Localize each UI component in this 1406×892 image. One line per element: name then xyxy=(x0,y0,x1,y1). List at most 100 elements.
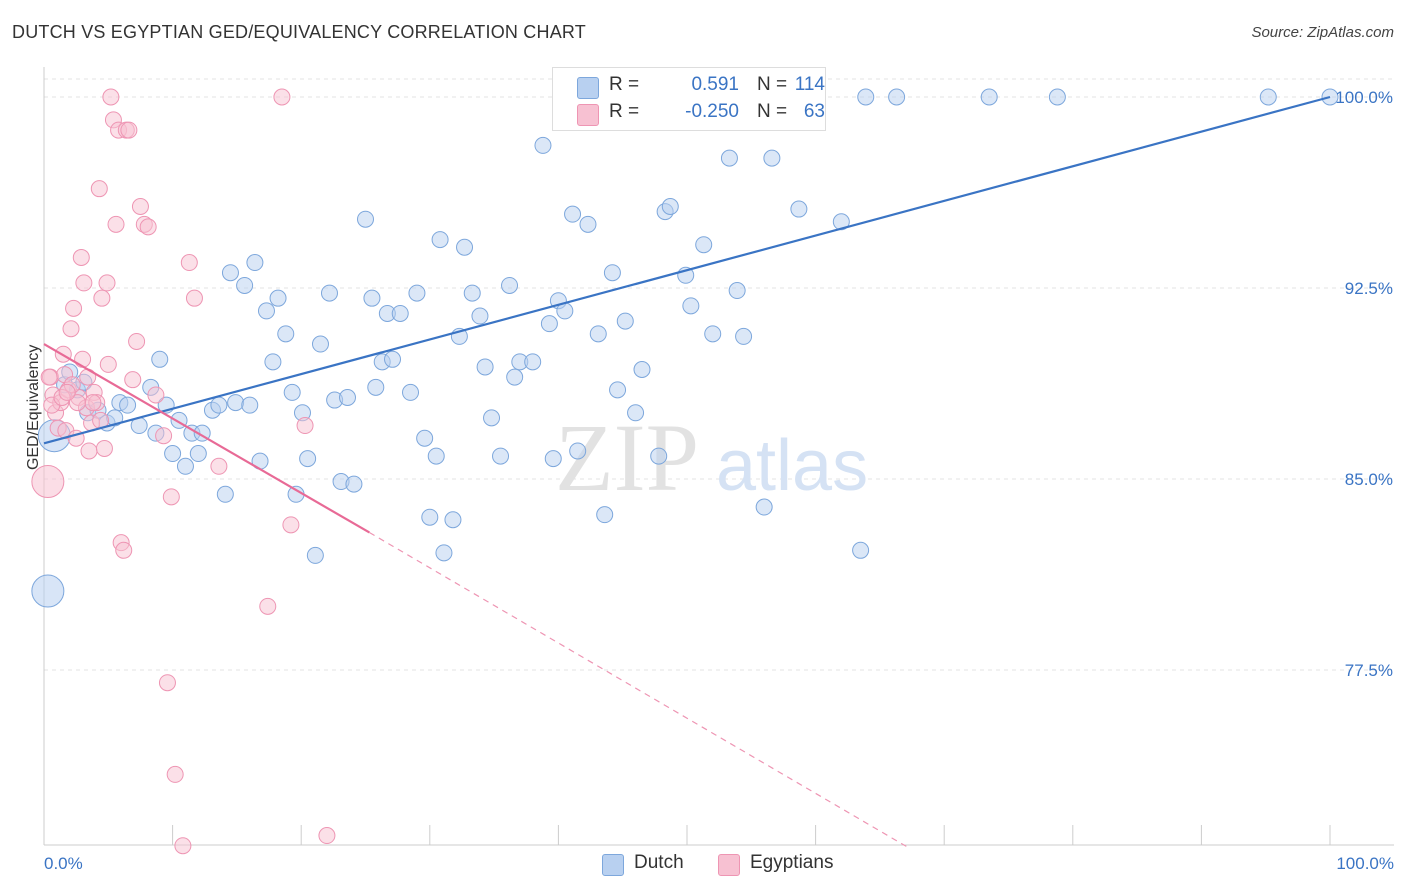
egyptian-point[interactable] xyxy=(80,442,98,460)
dutch-point[interactable] xyxy=(435,544,453,562)
dutch-point[interactable] xyxy=(236,276,254,294)
dutch-point[interactable] xyxy=(471,307,489,325)
egyptian-point[interactable] xyxy=(98,274,116,292)
egyptian-point[interactable] xyxy=(180,254,198,272)
dutch-point[interactable] xyxy=(609,381,627,399)
dutch-point[interactable] xyxy=(427,447,445,465)
dutch-point[interactable] xyxy=(534,136,552,154)
dutch-point[interactable] xyxy=(463,284,481,302)
egyptian-point[interactable] xyxy=(99,355,117,373)
dutch-point[interactable] xyxy=(735,327,753,345)
dutch-point[interactable] xyxy=(283,383,301,401)
dutch-point[interactable] xyxy=(227,394,245,412)
dutch-point[interactable] xyxy=(384,350,402,368)
dutch-point[interactable] xyxy=(596,506,614,524)
dutch-point[interactable] xyxy=(299,450,317,468)
dutch-point[interactable] xyxy=(416,429,434,447)
dutch-point[interactable] xyxy=(357,210,374,228)
dutch-point[interactable] xyxy=(695,236,713,254)
egyptian-point[interactable] xyxy=(296,417,314,435)
dutch-point[interactable] xyxy=(269,289,287,307)
egyptian-point[interactable] xyxy=(93,289,111,307)
egyptian-point[interactable] xyxy=(107,215,125,233)
dutch-point[interactable] xyxy=(633,360,651,378)
dutch-point[interactable] xyxy=(277,325,295,343)
dutch-point[interactable] xyxy=(857,88,875,106)
dutch-point[interactable] xyxy=(603,264,621,282)
dutch-point[interactable] xyxy=(616,312,634,330)
dutch-point[interactable] xyxy=(363,289,381,307)
egyptian-point[interactable] xyxy=(185,289,203,307)
dutch-point[interactable] xyxy=(402,383,420,401)
dutch-point[interactable] xyxy=(431,231,449,249)
egyptian-point[interactable] xyxy=(95,439,113,457)
dutch-point[interactable] xyxy=(589,325,607,343)
egyptian-point[interactable] xyxy=(174,837,192,855)
egyptian-point[interactable] xyxy=(273,88,291,106)
egyptian-point[interactable] xyxy=(128,332,146,350)
dutch-point[interactable] xyxy=(763,149,781,167)
dutch-point[interactable] xyxy=(176,457,194,475)
dutch-point[interactable] xyxy=(564,205,582,223)
dutch-point[interactable] xyxy=(790,200,808,218)
dutch-point[interactable] xyxy=(579,215,597,233)
dutch-point[interactable] xyxy=(661,198,679,216)
egyptian-point[interactable] xyxy=(124,371,142,389)
egyptian-point[interactable] xyxy=(65,299,83,317)
dutch-point[interactable] xyxy=(264,353,282,371)
egyptian-point[interactable] xyxy=(75,274,93,292)
dutch-point[interactable] xyxy=(391,304,409,322)
dutch-point[interactable] xyxy=(151,350,169,368)
egyptian-point[interactable] xyxy=(90,180,108,198)
egyptian-point[interactable] xyxy=(72,248,90,266)
dutch-point[interactable] xyxy=(164,445,182,463)
egyptian-point[interactable] xyxy=(139,218,157,236)
dutch-point[interactable] xyxy=(720,149,738,167)
dutch-point[interactable] xyxy=(345,475,363,493)
dutch-point[interactable] xyxy=(728,282,746,300)
dutch-point[interactable] xyxy=(1259,88,1277,106)
dutch-point[interactable] xyxy=(31,574,65,608)
dutch-point[interactable] xyxy=(852,541,870,559)
egyptian-point[interactable] xyxy=(58,383,76,401)
egyptian-point[interactable] xyxy=(282,516,300,534)
egyptian-point[interactable] xyxy=(318,827,336,845)
dutch-point[interactable] xyxy=(241,396,259,414)
dutch-point[interactable] xyxy=(421,508,439,526)
dutch-point[interactable] xyxy=(408,284,426,302)
egyptian-point[interactable] xyxy=(120,121,138,139)
egyptian-point[interactable] xyxy=(147,386,165,404)
dutch-point[interactable] xyxy=(476,358,494,376)
egyptian-point[interactable] xyxy=(102,88,120,106)
dutch-point[interactable] xyxy=(682,297,700,315)
dutch-point[interactable] xyxy=(544,450,562,468)
egyptian-point[interactable] xyxy=(68,394,86,412)
dutch-point[interactable] xyxy=(320,284,338,302)
dutch-point[interactable] xyxy=(755,498,773,516)
dutch-point[interactable] xyxy=(210,396,228,414)
dutch-point[interactable] xyxy=(367,378,385,396)
dutch-point[interactable] xyxy=(444,511,462,529)
dutch-point[interactable] xyxy=(306,546,324,564)
dutch-point[interactable] xyxy=(311,335,329,353)
egyptian-point[interactable] xyxy=(74,350,92,368)
dutch-point[interactable] xyxy=(569,442,587,460)
egyptian-point[interactable] xyxy=(259,597,277,615)
dutch-point[interactable] xyxy=(540,315,558,333)
dutch-point[interactable] xyxy=(650,447,668,465)
dutch-point[interactable] xyxy=(501,276,519,294)
dutch-point[interactable] xyxy=(492,447,510,465)
egyptian-point[interactable] xyxy=(84,394,102,412)
dutch-point[interactable] xyxy=(119,396,137,414)
dutch-point[interactable] xyxy=(506,368,524,386)
dutch-point[interactable] xyxy=(338,389,356,407)
dutch-point[interactable] xyxy=(704,325,722,343)
dutch-point[interactable] xyxy=(1048,88,1066,106)
dutch-point[interactable] xyxy=(888,88,906,106)
egyptian-point[interactable] xyxy=(155,427,173,445)
dutch-point[interactable] xyxy=(980,88,998,106)
dutch-point[interactable] xyxy=(221,264,239,282)
dutch-point[interactable] xyxy=(456,238,474,256)
dutch-point[interactable] xyxy=(832,213,850,231)
egyptian-point[interactable] xyxy=(40,368,58,386)
